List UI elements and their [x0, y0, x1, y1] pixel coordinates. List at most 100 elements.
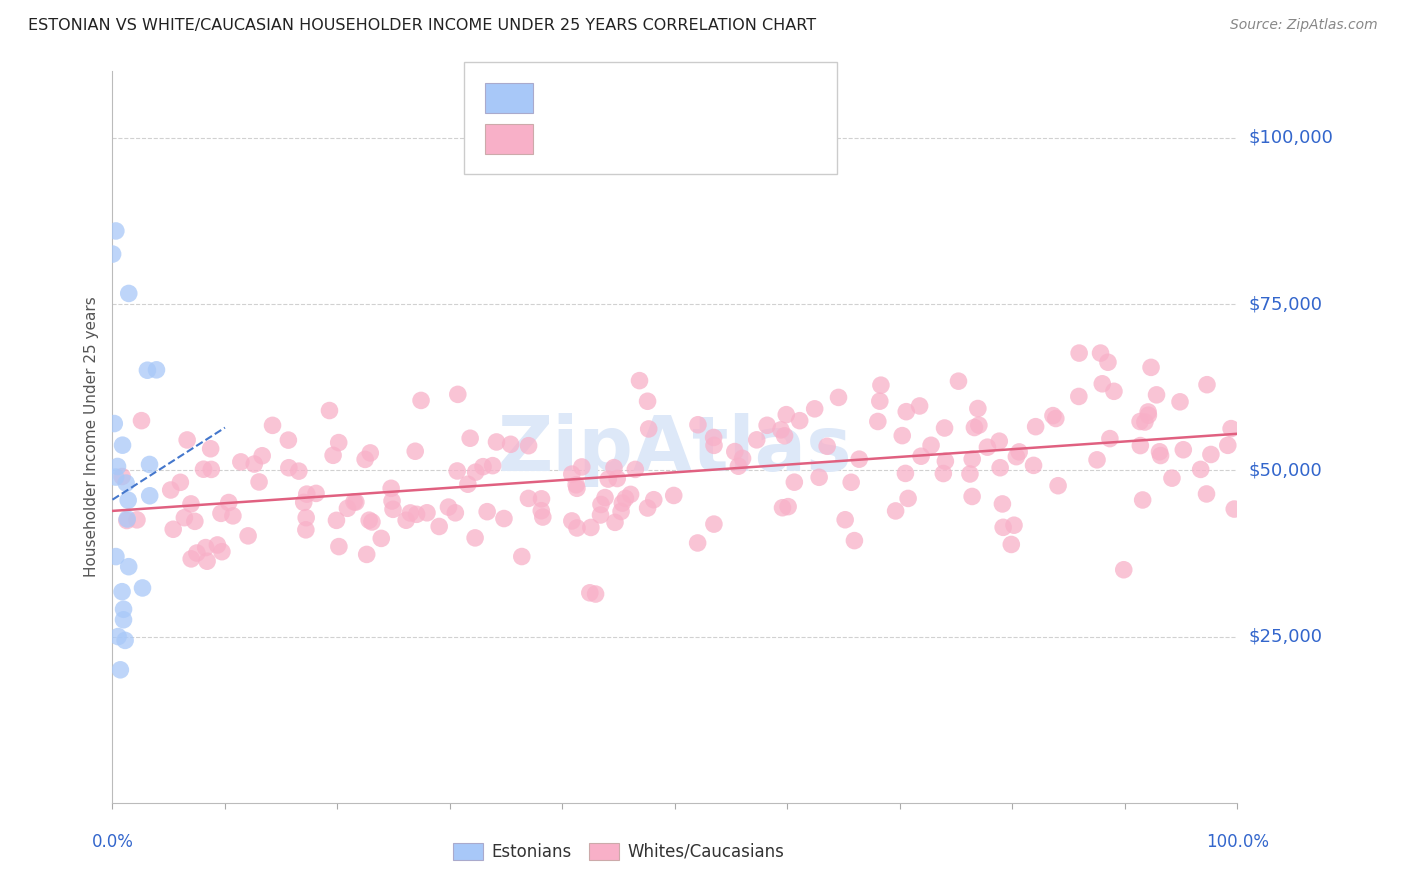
- Text: Source: ZipAtlas.com: Source: ZipAtlas.com: [1230, 18, 1378, 32]
- Point: [180, 552, 202, 566]
- Point: [250, 449, 273, 463]
- Point: [585, 587, 607, 601]
- Point: [808, 470, 831, 484]
- Point: [295, 487, 318, 501]
- Point: [565, 521, 588, 535]
- Point: [1223, 502, 1246, 516]
- Point: [499, 437, 522, 451]
- Point: [517, 491, 540, 506]
- Point: [1146, 388, 1168, 402]
- Point: [399, 506, 422, 520]
- Point: [111, 438, 134, 452]
- Text: 0.0%: 0.0%: [91, 833, 134, 851]
- Point: [295, 523, 318, 537]
- Point: [1025, 419, 1047, 434]
- Point: [138, 458, 160, 472]
- Point: [934, 421, 956, 435]
- Point: [1091, 376, 1114, 391]
- Point: [598, 472, 620, 486]
- Point: [530, 504, 553, 518]
- Point: [1168, 394, 1191, 409]
- Point: [612, 496, 634, 510]
- Point: [222, 508, 245, 523]
- Point: [991, 497, 1014, 511]
- Point: [1090, 346, 1112, 360]
- Point: [162, 522, 184, 536]
- Point: [530, 491, 553, 506]
- Point: [783, 475, 806, 490]
- Point: [1085, 453, 1108, 467]
- Point: [756, 418, 779, 433]
- Point: [848, 452, 870, 467]
- Point: [745, 433, 768, 447]
- Point: [624, 462, 647, 476]
- Point: [381, 494, 404, 508]
- Point: [869, 394, 891, 409]
- Point: [963, 420, 986, 434]
- Point: [138, 489, 160, 503]
- Point: [382, 502, 405, 516]
- Point: [870, 378, 893, 392]
- Point: [101, 247, 124, 261]
- Point: [891, 428, 914, 442]
- Point: [354, 452, 377, 467]
- Point: [464, 465, 486, 479]
- Point: [1047, 479, 1070, 493]
- Text: 197: 197: [735, 128, 773, 145]
- Point: [731, 451, 754, 466]
- Point: [1067, 389, 1090, 403]
- Point: [318, 403, 340, 417]
- Point: [1002, 518, 1025, 533]
- Point: [295, 510, 318, 524]
- Point: [305, 486, 328, 500]
- Text: 100.0%: 100.0%: [1206, 833, 1268, 851]
- Point: [145, 363, 167, 377]
- Point: [772, 500, 794, 515]
- Point: [517, 439, 540, 453]
- Point: [1216, 438, 1239, 452]
- Point: [111, 584, 134, 599]
- Point: [405, 508, 427, 522]
- Point: [492, 511, 515, 525]
- Point: [703, 430, 725, 444]
- Point: [247, 475, 270, 489]
- Point: [531, 510, 554, 524]
- Point: [114, 633, 136, 648]
- Point: [322, 448, 344, 462]
- Point: [404, 444, 426, 458]
- Point: [834, 513, 856, 527]
- Point: [773, 429, 796, 443]
- Point: [169, 475, 191, 490]
- Point: [1097, 355, 1119, 369]
- Text: ESTONIAN VS WHITE/CAUCASIAN HOUSEHOLDER INCOME UNDER 25 YEARS CORRELATION CHART: ESTONIAN VS WHITE/CAUCASIAN HOUSEHOLDER …: [28, 18, 817, 33]
- Point: [104, 224, 127, 238]
- Point: [104, 470, 127, 484]
- Point: [686, 417, 709, 432]
- Point: [409, 393, 432, 408]
- Point: [229, 455, 252, 469]
- Text: $75,000: $75,000: [1249, 295, 1323, 313]
- Point: [236, 529, 259, 543]
- Point: [579, 586, 602, 600]
- Point: [1069, 346, 1091, 360]
- Point: [991, 520, 1014, 534]
- Point: [967, 418, 990, 433]
- Y-axis label: Householder Income Under 25 years: Householder Income Under 25 years: [84, 297, 100, 577]
- Point: [603, 516, 626, 530]
- Point: [637, 394, 659, 409]
- Text: N =: N =: [689, 87, 728, 104]
- Point: [769, 423, 792, 437]
- Point: [959, 467, 981, 481]
- Point: [1133, 415, 1156, 429]
- Legend: Estonians, Whites/Caucasians: Estonians, Whites/Caucasians: [447, 836, 790, 868]
- Point: [789, 414, 811, 428]
- Point: [662, 488, 685, 502]
- Point: [610, 504, 633, 518]
- Point: [614, 491, 637, 506]
- Point: [328, 540, 350, 554]
- Point: [1140, 360, 1163, 375]
- Point: [603, 460, 626, 475]
- Point: [472, 459, 495, 474]
- Point: [579, 520, 602, 534]
- Point: [218, 495, 240, 509]
